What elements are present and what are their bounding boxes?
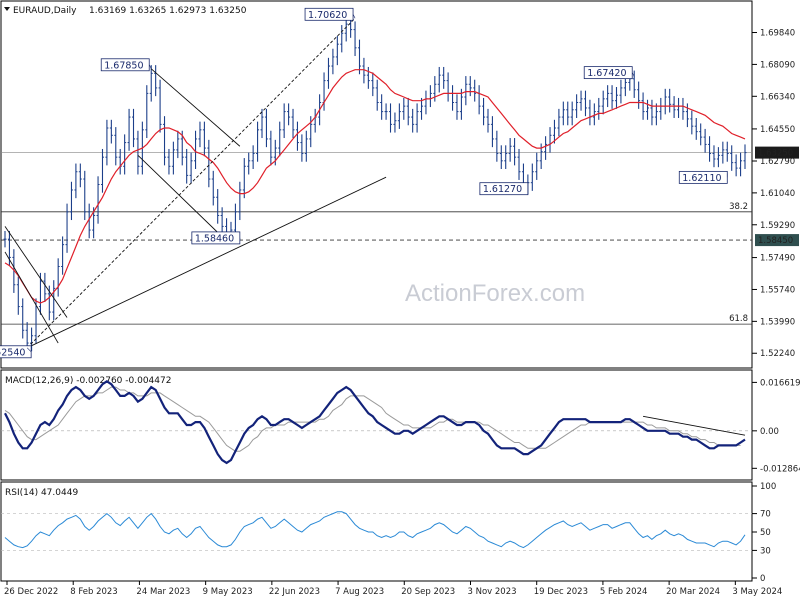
x-tick-label: 3 Nov 2023 — [467, 587, 516, 597]
annotation-box — [479, 182, 529, 196]
annotation-pointer — [148, 64, 152, 69]
annotation-pointer — [26, 347, 32, 352]
rsi-panel: RSI(14) 47.0449 100 70 50 30 0 — [1, 482, 776, 584]
x-tick-label: 8 Feb 2023 — [70, 587, 118, 597]
x-tick-label: 7 Aug 2023 — [335, 587, 384, 597]
level-tag — [755, 234, 799, 247]
dashed-channel-line — [26, 17, 356, 349]
rsi-line — [4, 511, 746, 549]
annotation-label: 1.52540 — [0, 347, 25, 358]
x-axis: 26 Dec 2022 8 Feb 2023 24 Mar 2023 9 May 20… — [4, 581, 782, 597]
y-tick-label: 1.62790 — [760, 157, 795, 167]
header-info: EURAUD,Daily 1.63169 1.63265 1.62973 1.6… — [4, 6, 247, 16]
y-tick-label: 30 — [760, 546, 771, 556]
dropdown-triangle-icon[interactable] — [4, 7, 10, 11]
x-tick-label: 9 May 2023 — [203, 587, 253, 597]
y-tick-label: 1.68090 — [760, 60, 795, 70]
fib-label: 61.8 — [729, 314, 748, 324]
y-tick-label: 1.59290 — [760, 221, 795, 231]
macd-panel: MACD(12,26,9) -0.002760 -0.004472 0.01661… — [1, 376, 800, 474]
price-annotations: 1.52540 1.67850 1.58460 1.70620 1.61270 1.674… — [0, 7, 728, 358]
annotation-label: 1.67850 — [104, 60, 143, 71]
symbol-label: EURAUD,Daily — [13, 6, 77, 16]
y-tick-label: 1.52240 — [760, 349, 795, 359]
price-panel-frame — [0, 0, 753, 369]
macd-line — [4, 379, 746, 465]
y-tick-label: 1.57490 — [760, 254, 795, 264]
macd-panel-frame — [0, 369, 753, 481]
falling-channel-bottom — [4, 251, 59, 344]
y-tick-label: 0.016619 — [760, 378, 800, 388]
x-tick-label: 22 Jun 2023 — [269, 587, 320, 597]
annotation-label: 1.58460 — [195, 233, 234, 244]
level-tag-label: 1.58450 — [758, 236, 793, 246]
y-tick-label: 1.66340 — [760, 92, 795, 102]
annotation-label: 1.62110 — [682, 173, 721, 184]
ohlc-values: 1.63169 1.63265 1.62973 1.63250 — [89, 6, 247, 16]
x-tick-label: 3 May 2024 — [732, 587, 782, 597]
x-tick-label: 19 Dec 2023 — [534, 587, 588, 597]
y-tick-label: 1.53990 — [760, 317, 795, 327]
x-tick-label: 20 Mar 2024 — [666, 587, 720, 597]
channel-lower — [137, 155, 227, 242]
fib-label: 38.2 — [729, 202, 748, 212]
y-tick-label: 1.61040 — [760, 189, 795, 199]
current-price-tag — [755, 146, 799, 159]
rising-trend-line — [26, 176, 387, 349]
trend-lines — [4, 17, 387, 349]
y-tick-label: 0 — [760, 574, 765, 584]
annotation-pointer — [631, 72, 635, 77]
y-tick-label: 50 — [760, 528, 771, 538]
ma-line — [4, 69, 746, 304]
y-tick-label: 100 — [760, 482, 776, 492]
x-tick-label: 5 Feb 2024 — [600, 587, 648, 597]
y-tick-label: 1.64550 — [760, 125, 795, 135]
current-price-label: 1.63250 — [758, 149, 793, 159]
macd-title: MACD(12,26,9) -0.002760 -0.004472 — [5, 376, 171, 386]
y-tick-label: 0.00 — [760, 427, 779, 437]
annotation-label: 1.67420 — [587, 68, 626, 79]
annotation-label: 1.61270 — [483, 184, 522, 195]
annotation-pointer — [352, 14, 356, 19]
watermark: ActionForex.com — [405, 280, 585, 307]
rsi-title: RSI(14) 47.0449 — [5, 488, 78, 498]
channel-upper — [150, 68, 241, 147]
x-tick-label: 20 Sep 2023 — [401, 587, 455, 597]
price-bars — [3, 15, 747, 352]
price-y-axis: 1.69840 1.68090 1.66340 1.64550 1.62790 1.610… — [752, 29, 799, 359]
macd-trend-line — [643, 415, 746, 436]
annotation-label: 1.70620 — [308, 10, 347, 21]
rsi-panel-frame — [0, 481, 753, 582]
x-tick-label: 24 Mar 2023 — [136, 587, 190, 597]
moving-average — [4, 69, 746, 304]
falling-channel-top — [4, 226, 68, 318]
y-tick-label: 70 — [760, 510, 771, 520]
y-tick-label: 1.55740 — [760, 285, 795, 295]
y-tick-label: -0.012864 — [760, 464, 800, 474]
price-grid: 38.2 61.8 — [1, 152, 752, 325]
x-tick-label: 26 Dec 2022 — [4, 587, 58, 597]
y-tick-label: 1.69840 — [760, 29, 795, 39]
